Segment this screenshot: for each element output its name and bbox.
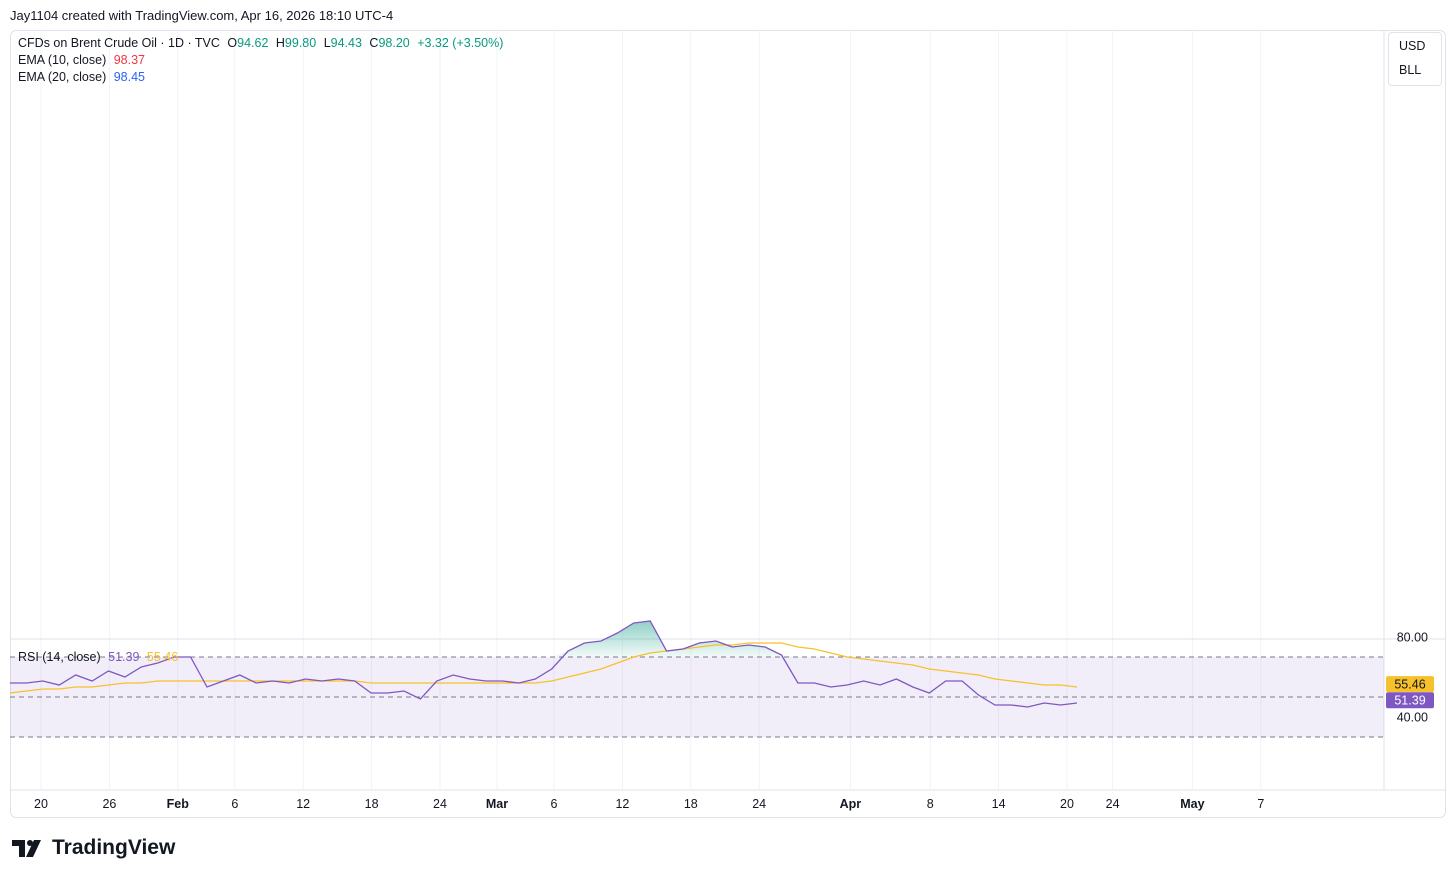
rsi-label-box [1386, 692, 1434, 709]
ema20-value: 98.45 [113, 70, 145, 84]
rsi-label-box [1386, 676, 1434, 693]
time-tick-label: 18 [684, 797, 698, 811]
unit-label: BLL [1399, 63, 1422, 77]
time-tick-label: 6 [551, 797, 558, 811]
tradingview-logo-icon [12, 840, 41, 857]
time-tick-label: 12 [296, 797, 310, 811]
time-tick-label: May [1180, 797, 1204, 811]
time-tick-label: 14 [992, 797, 1006, 811]
high-label: H [275, 36, 285, 50]
open-value: 94.62 [237, 36, 269, 50]
close-label: C [369, 36, 379, 50]
rsi-tick-label: 40.00 [1397, 711, 1428, 725]
rsi-label: RSI (14, close) [18, 650, 101, 664]
ema10-value: 98.37 [113, 53, 145, 67]
change-value: +3.32 (+3.50%) [417, 36, 504, 50]
time-tick-label: 20 [1060, 797, 1074, 811]
time-tick-label: 26 [102, 797, 116, 811]
ema10-label: EMA (10, close) [18, 53, 107, 67]
ema20-legend: EMA (20, close) 98.45 [18, 69, 149, 86]
low-value: 94.43 [330, 36, 362, 50]
symbol-legend: CFDs on Brent Crude Oil · 1D · TVC O94.6… [18, 35, 507, 52]
rsi-line [10, 620, 1078, 708]
time-tick-label: Apr [840, 797, 862, 811]
time-tick-label: 6 [231, 797, 238, 811]
open-label: O [227, 36, 238, 50]
ema20-label: EMA (20, close) [18, 70, 107, 84]
time-tick-label: 24 [433, 797, 447, 811]
time-tick-label: Mar [486, 797, 508, 811]
low-label: L [323, 36, 331, 50]
attribution-text: Jay1104 created with TradingView.com, Ap… [10, 8, 394, 23]
rsi-legend: RSI (14, close) 51.39 55.46 [18, 649, 182, 666]
time-tick-label: 8 [927, 797, 934, 811]
time-tick-label: Feb [167, 797, 190, 811]
time-tick-label: 20 [34, 797, 48, 811]
currency-label: USD [1399, 39, 1426, 53]
time-tick-label: 24 [752, 797, 766, 811]
tradingview-logo[interactable]: TradingView [12, 836, 175, 860]
rsi-pane: 40.00 80.00 55.46 51.39 [9, 620, 1434, 738]
time-tick-label: 12 [615, 797, 629, 811]
symbol-title: CFDs on Brent Crude Oil · 1D · TVC [18, 36, 220, 50]
tradingview-brand-name: TradingView [52, 836, 176, 859]
currency-unit-selector[interactable]: USD BLL [1388, 32, 1442, 86]
rsi-value: 51.39 [108, 650, 140, 664]
close-value: 98.20 [378, 36, 410, 50]
rsi-ma-value: 55.46 [146, 650, 179, 664]
grid-lines [40, 31, 1262, 790]
time-tick-label: 24 [1106, 797, 1120, 811]
rsi-label-text: 55.46 [1394, 678, 1425, 692]
chart-frame [10, 30, 1446, 818]
ema10-legend: EMA (10, close) 98.37 [18, 52, 149, 69]
rsi-tick-label: 80.00 [1397, 631, 1428, 645]
rsi-label-text: 51.39 [1394, 694, 1425, 708]
high-value: 99.80 [284, 36, 317, 50]
time-tick-label: 7 [1257, 797, 1264, 811]
rsi-ma-line [9, 642, 1078, 694]
time-axis: 20 26 Feb 6 12 18 24 Mar 6 12 18 24 Apr 8 14 20 24 May 7 [34, 797, 1264, 811]
time-tick-label: 18 [365, 797, 379, 811]
